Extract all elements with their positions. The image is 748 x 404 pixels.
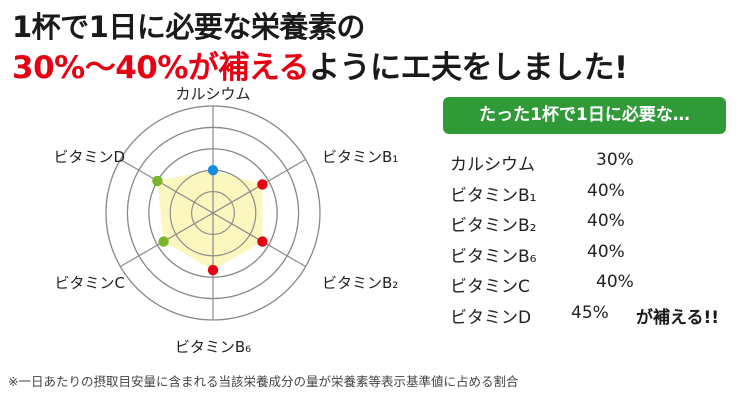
- nutrient-value: 40%: [587, 241, 625, 262]
- nutrient-name: ビタミンB₂: [450, 216, 537, 236]
- footnote: ※一日あたりの摂取目安量に含まれる当該栄養成分の量が栄養素等表示基準値に占める割…: [8, 374, 519, 389]
- nutrient-value: 40%: [587, 211, 625, 231]
- spoke-6: [120, 158, 214, 214]
- data-point-2: [257, 179, 268, 190]
- grid-ring-overlay-4: [126, 126, 300, 300]
- axis-label-4: ビタミンB₆: [175, 338, 251, 356]
- summary-suffix: が補える!!: [636, 307, 719, 328]
- headline-rest: ようにエ夫をしました!: [308, 50, 628, 86]
- data-area: [157, 170, 263, 271]
- nutrient-name: カルシウム: [450, 155, 535, 175]
- data-point-1: [207, 165, 219, 176]
- grid-ring-overlay-5: [105, 105, 321, 321]
- nutrient-name: ビタミンB₁: [450, 185, 537, 206]
- headline-line-1: 1杯で1日に必要な栄養素の: [12, 10, 365, 44]
- axis-label-6: ビタミンD: [53, 148, 125, 166]
- headline-line-2: 30%〜40%が補えるようにエ夫をしました!: [12, 42, 628, 87]
- axis-label-1: カルシウム: [175, 85, 250, 103]
- nutrient-name: ビタミンB₆: [450, 246, 537, 267]
- axis-label-3: ビタミンB₂: [322, 274, 398, 292]
- nutrient-value: 40%: [587, 180, 625, 201]
- grid-ring-overlay-3: [148, 148, 278, 278]
- nutrient-value: 45%: [571, 302, 609, 323]
- axis-label-2: ビタミンB₁: [322, 148, 398, 166]
- grid-ring-overlay-1: [191, 191, 235, 235]
- nutrient-value: 30%: [596, 150, 634, 170]
- data-point-3: [257, 236, 268, 247]
- data-point-6: [152, 175, 163, 187]
- nutrient-name: ビタミンC: [450, 277, 530, 297]
- data-point-5: [158, 236, 169, 247]
- data-point-4: [207, 264, 219, 276]
- headline-highlight: 30%〜40%が補える: [12, 50, 309, 86]
- summary-title: たった1杯で1日に必要な…: [443, 97, 726, 134]
- nutrient-name: ビタミンD: [450, 307, 532, 328]
- axis-label-5: ビタミンC: [55, 274, 125, 292]
- nutrient-value: 40%: [596, 272, 634, 292]
